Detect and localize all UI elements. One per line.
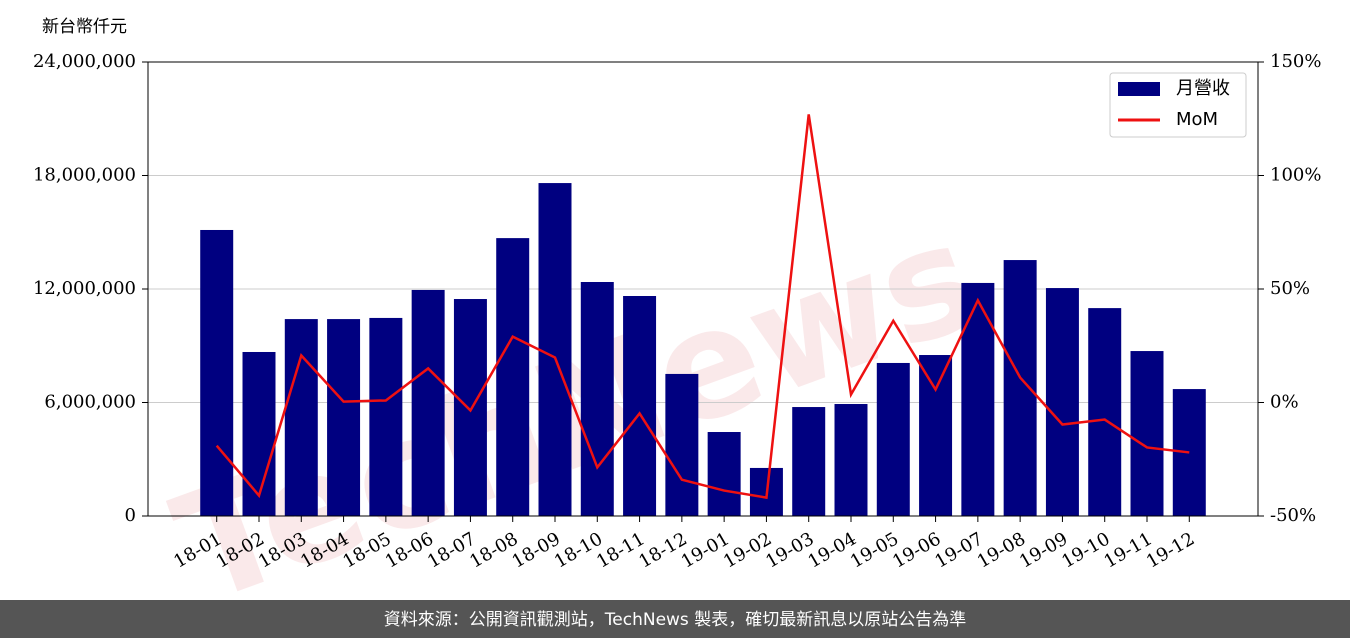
- y-tick-label: 18,000,000: [33, 165, 136, 186]
- legend-label: 月營收: [1176, 78, 1230, 99]
- y-tick-label: 0: [125, 505, 136, 526]
- y-tick-label: 24,000,000: [33, 51, 136, 72]
- y2-tick-label: 50%: [1270, 278, 1310, 299]
- y-tick-label: 12,000,000: [33, 278, 136, 299]
- bar: [876, 362, 910, 516]
- bar: [496, 238, 530, 516]
- bar: [707, 432, 741, 516]
- line: [215, 114, 1190, 500]
- y-axis-label: 新台幣仟元: [42, 17, 127, 37]
- bar: [538, 183, 572, 517]
- bar: [623, 295, 657, 516]
- bar: [242, 351, 276, 516]
- bar: [411, 289, 445, 516]
- bar: [961, 282, 995, 516]
- y2-tick-label: 0%: [1270, 392, 1299, 413]
- bar: [453, 299, 487, 516]
- y-tick-label: 6,000,000: [44, 392, 136, 413]
- y2-tick-label: -50%: [1270, 505, 1316, 526]
- bar: [834, 404, 868, 516]
- bar: [1088, 308, 1122, 516]
- bar: [284, 319, 318, 516]
- bar: [1045, 288, 1079, 516]
- bar: [919, 355, 953, 516]
- legend-label: MoM: [1176, 109, 1218, 130]
- footer: 資料來源：公開資訊觀測站，TechNews 製表，確切最新訊息以原站公告為準: [384, 610, 966, 630]
- bar: [665, 373, 699, 516]
- bar: [1003, 260, 1037, 516]
- y2-tick-label: 100%: [1270, 165, 1321, 186]
- plot-frame: [147, 61, 1259, 517]
- bar: [327, 319, 361, 516]
- bar: [200, 229, 234, 517]
- bar: [369, 317, 403, 516]
- x-tick-label: 19-12: [1143, 528, 1198, 572]
- bar: [1172, 389, 1206, 516]
- y2-tick-label: 150%: [1270, 51, 1321, 72]
- bar: [580, 282, 614, 516]
- bar: [792, 407, 826, 516]
- footer-bar: [0, 600, 1350, 638]
- legend-swatch: [1118, 82, 1160, 96]
- bar: [1130, 351, 1164, 516]
